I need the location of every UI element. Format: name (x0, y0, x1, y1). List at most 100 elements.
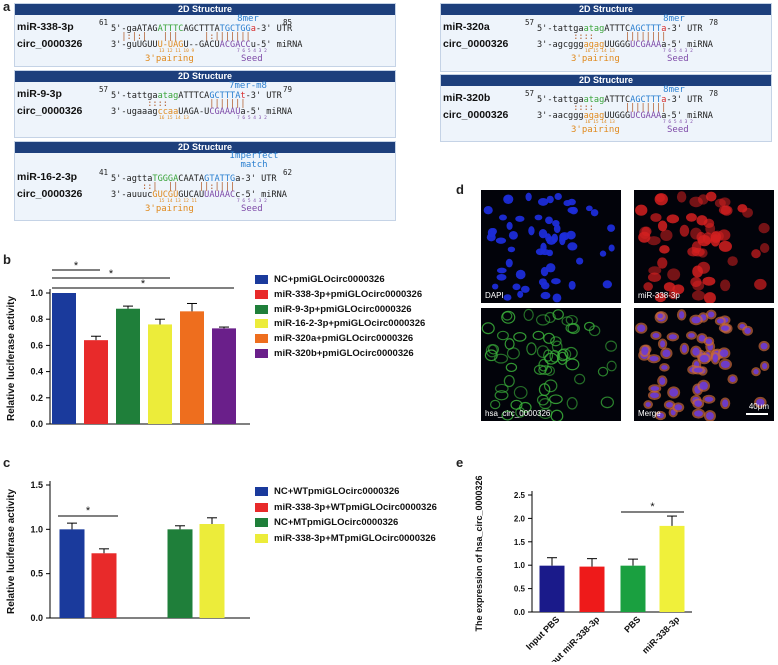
nucleus (507, 246, 516, 253)
tile-label: DAPI (485, 291, 504, 300)
cell-signal (501, 410, 514, 421)
cell-signal (481, 322, 495, 335)
nucleus (637, 324, 646, 332)
cell-signal (518, 401, 532, 413)
nucleus (660, 340, 666, 348)
cell-signal (685, 213, 697, 222)
cell-signal (536, 345, 550, 359)
cell-signal (503, 374, 515, 388)
utr-seq-seed: GTATTG (204, 174, 236, 184)
utr-seq-match: atag (583, 95, 605, 105)
utr-seq-seed: GCTTTA (209, 91, 241, 101)
legend-swatch (255, 487, 268, 496)
utr-seq-prefix: 5'-tattga (537, 95, 584, 105)
bar (84, 340, 108, 424)
cell-signal (691, 290, 706, 301)
nucleus (694, 410, 703, 417)
nucleus (525, 192, 532, 202)
mirna-name: miR-338-3p (17, 21, 74, 33)
y-tick-label: 2.0 (514, 514, 526, 523)
legend-label: NC+WTpmiGLOcirc0000326 (274, 486, 400, 497)
cell-signal (692, 280, 705, 291)
bar (167, 529, 193, 618)
nucleus (487, 227, 496, 238)
mirna-seq-end: a-5' miRNA (661, 40, 713, 50)
circ-name: circ_0000326 (17, 38, 83, 50)
pairing-positions: 16 15 14 13 (159, 116, 189, 121)
cell-signal (504, 338, 515, 350)
y-tick-label: 0.2 (30, 393, 43, 403)
cell-signal (566, 397, 578, 410)
bar (180, 311, 204, 424)
utr-seq-anchor: a (250, 24, 256, 34)
legend-item: NC+WTpmiGLOcirc0000326 (255, 486, 399, 497)
nucleus (508, 231, 518, 240)
mirna-seq-prefix: 3'-aacggg (537, 111, 584, 121)
mirna-name: miR-9-3p (17, 88, 62, 100)
panel-label-d: d (456, 182, 464, 197)
circ-name: circ_0000326 (17, 105, 83, 117)
legend-label: miR-320a+pmiGLOcirc0000326 (274, 333, 414, 345)
nucleus (704, 396, 714, 402)
mirna-seq-end: a-5' miRNA (661, 111, 713, 121)
nucleus (744, 327, 751, 334)
cell-signal (718, 240, 732, 252)
cell-signal (639, 226, 651, 239)
mirna-seq-middle: GUCAU (178, 190, 205, 200)
seed-positions: 7 6 5 4 3 2 (663, 120, 693, 125)
utr-seq-prefix: 5'-gaATAG (111, 24, 158, 34)
nucleus (650, 386, 660, 391)
microscopy-tile-4: Merge 40μm (634, 308, 774, 421)
bar (91, 553, 117, 618)
cell-signal (654, 292, 667, 303)
nucleus (657, 313, 663, 319)
tile-label: miR-338-3p (638, 291, 680, 300)
utr-seq-end: -3' UTR (666, 95, 703, 105)
cell-signal (502, 311, 513, 321)
cell-signal (538, 365, 553, 375)
cell-signal (690, 227, 702, 240)
legend-item: NC+MTpmiGLOcirc0000326 (255, 517, 398, 528)
cell-signal (659, 245, 670, 254)
utr-seq-prefix: 5'-agtta (111, 174, 153, 184)
y-tick-label: 1.0 (514, 561, 526, 570)
legend-item: miR-338-3p+WTpmiGLOcirc0000326 (255, 502, 437, 513)
nucleus (602, 280, 612, 289)
scale-bar (746, 413, 768, 415)
cell-signal (505, 362, 518, 373)
utr-seq-end: -3' UTR (255, 24, 293, 34)
nucleus (559, 235, 566, 246)
y-tick-label: 0.5 (30, 569, 43, 579)
nucleus (716, 318, 724, 324)
cell-signal (751, 249, 761, 259)
cell-signal (526, 342, 537, 356)
cell-signal (650, 213, 662, 222)
nucleus (681, 344, 688, 353)
nucleus (545, 263, 556, 273)
legend-swatch (255, 334, 268, 344)
utr-seq-middle: ATTTCA (178, 91, 210, 101)
nucleus (552, 220, 560, 227)
seed-label: Seed (241, 204, 263, 214)
utr-seq-end: a-3' UTR (235, 174, 277, 184)
mirna-seq-prefix: 3'-guUGUU (111, 40, 158, 50)
nucleus (659, 377, 666, 385)
nucleus (563, 200, 572, 207)
cell-signal (666, 214, 680, 224)
nucleus (652, 333, 660, 338)
bar (52, 293, 76, 424)
mirna-name: miR-320a (443, 21, 490, 33)
nucleus (496, 267, 507, 274)
utr-sequence: 5'-gaATAGATTTCAGCTTTATGCTGGa-3' UTR (111, 24, 292, 34)
cell-signal (727, 256, 738, 267)
structure-header: 2D Structure (441, 4, 771, 15)
nucleus (650, 392, 659, 399)
utr-seq-end: -3' UTR (245, 91, 282, 101)
cell-signal (676, 191, 687, 203)
legend-swatch (255, 289, 268, 299)
structure-panel-4: 2D Structure 8mer 57 78 miR-320a 5'-tattgaata… (440, 3, 772, 72)
pairing-positions: 16 15 14 13 (585, 120, 615, 125)
nucleus (608, 244, 615, 252)
nucleus (567, 242, 578, 251)
cell-signal (532, 330, 545, 341)
